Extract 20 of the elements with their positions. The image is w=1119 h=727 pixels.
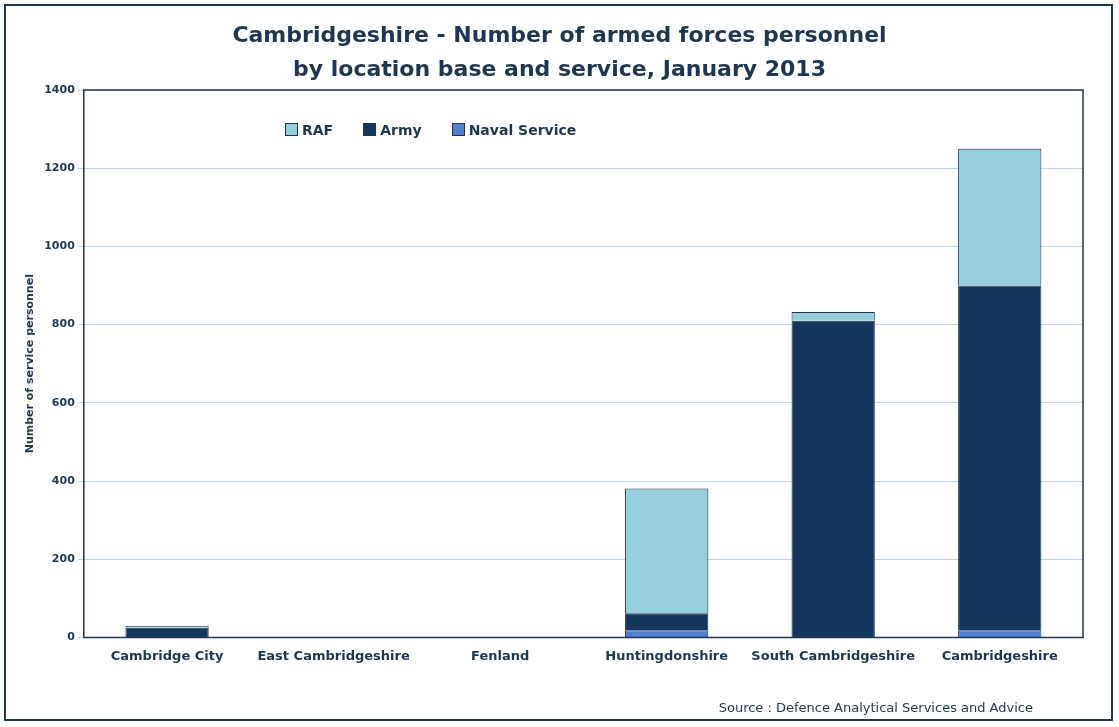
y-tick-label: 400 [51, 473, 76, 487]
chart-title: Cambridgeshire - Number of armed forces personnel by location base and service, January 2013 [232, 22, 887, 81]
y-tick-label: 0 [67, 630, 76, 644]
y-axis-title: Number of service personnel [23, 274, 37, 454]
legend-label: RAF [301, 122, 334, 138]
x-tick-label: Cambridgeshire [941, 647, 1058, 663]
y-tick-label: 1000 [44, 239, 76, 253]
source-note: Source : Defence Analytical Services and Advice [718, 700, 1033, 715]
x-tick-label: Huntingdonshire [605, 647, 729, 663]
x-tick-label: East Cambridgeshire [257, 647, 410, 663]
legend-label: Army [379, 122, 422, 138]
y-tick-label: 1200 [44, 161, 76, 175]
y-tick-label: 800 [51, 317, 76, 331]
y-tick-label: 1400 [44, 82, 76, 96]
legend-label: Naval Service [467, 122, 577, 138]
y-tick-label: 200 [51, 552, 76, 566]
x-tick-label: Fenland [471, 647, 530, 663]
y-tick-label: 600 [51, 395, 76, 409]
x-tick-label: Cambridge City [110, 647, 224, 663]
x-tick-label: South Cambridgeshire [751, 647, 916, 663]
